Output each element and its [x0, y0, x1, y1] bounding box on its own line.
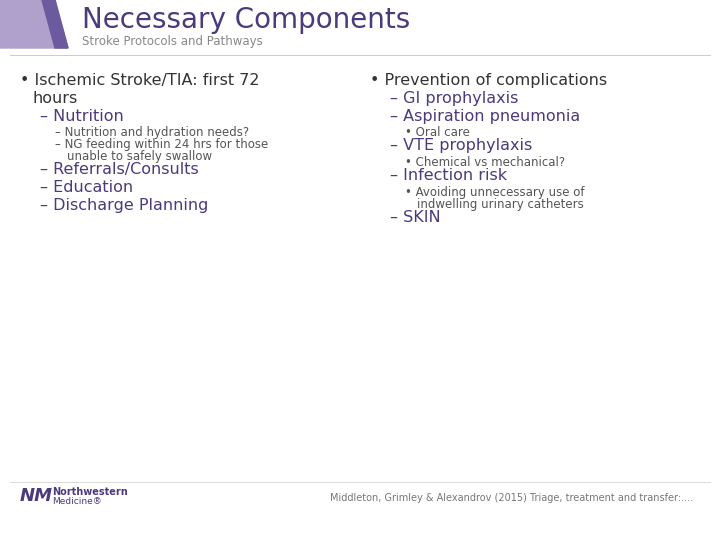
- Text: – GI prophylaxis: – GI prophylaxis: [390, 91, 518, 106]
- Text: – Aspiration pneumonia: – Aspiration pneumonia: [390, 109, 580, 124]
- Text: hours: hours: [32, 91, 77, 106]
- Text: – Infection risk: – Infection risk: [390, 168, 507, 183]
- Text: – Discharge Planning: – Discharge Planning: [40, 198, 208, 213]
- Text: – Referrals/Consults: – Referrals/Consults: [40, 162, 199, 177]
- Text: indwelling urinary catheters: indwelling urinary catheters: [417, 198, 584, 211]
- Text: – NG feeding within 24 hrs for those: – NG feeding within 24 hrs for those: [55, 138, 269, 151]
- Text: Northwestern: Northwestern: [52, 487, 127, 497]
- Text: – VTE prophylaxis: – VTE prophylaxis: [390, 138, 532, 153]
- Text: – Education: – Education: [40, 180, 133, 195]
- Text: NΜ: NΜ: [20, 487, 53, 505]
- Text: • Chemical vs mechanical?: • Chemical vs mechanical?: [405, 156, 565, 169]
- Text: Stroke Protocols and Pathways: Stroke Protocols and Pathways: [82, 35, 263, 48]
- Text: – SKIN: – SKIN: [390, 210, 441, 225]
- Polygon shape: [42, 0, 68, 48]
- Text: Medicine®: Medicine®: [52, 496, 102, 505]
- Text: • Oral care: • Oral care: [405, 126, 470, 139]
- Text: – Nutrition and hydration needs?: – Nutrition and hydration needs?: [55, 126, 249, 139]
- Text: – Nutrition: – Nutrition: [40, 109, 124, 124]
- Text: Necessary Components: Necessary Components: [82, 6, 410, 34]
- Text: • Avoiding unnecessary use of: • Avoiding unnecessary use of: [405, 186, 585, 199]
- Text: • Ischemic Stroke/TIA: first 72: • Ischemic Stroke/TIA: first 72: [20, 73, 259, 88]
- Text: Middleton, Grimley & Alexandrov (2015) Triage, treatment and transfer:....: Middleton, Grimley & Alexandrov (2015) T…: [330, 493, 693, 503]
- Text: unable to safely swallow: unable to safely swallow: [67, 150, 212, 163]
- Polygon shape: [0, 0, 68, 48]
- Text: • Prevention of complications: • Prevention of complications: [370, 73, 607, 88]
